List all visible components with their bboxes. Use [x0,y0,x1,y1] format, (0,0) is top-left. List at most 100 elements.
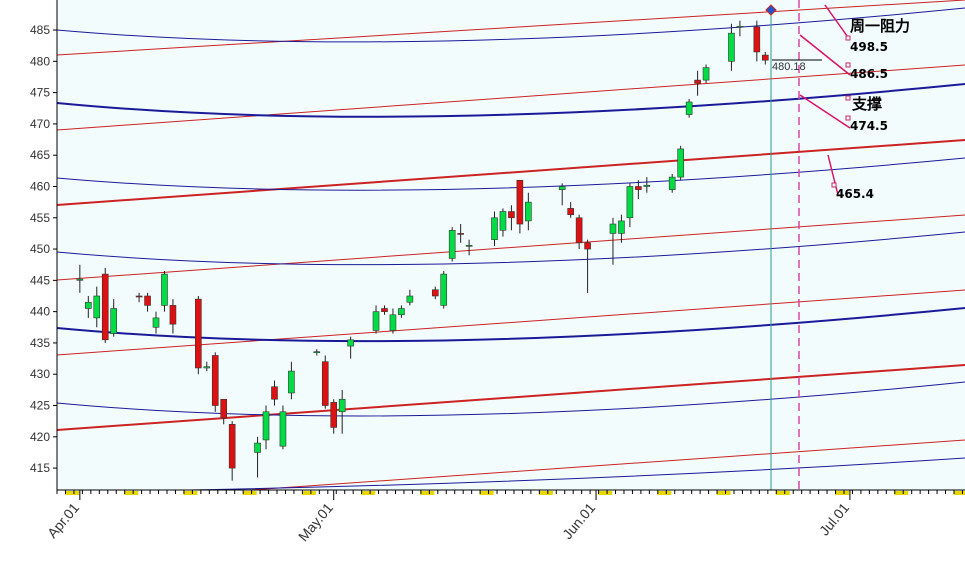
candle-body [431,289,439,297]
candle-body [465,245,473,247]
y-tick-label: 430 [30,367,50,381]
candle-body [677,148,684,178]
candle-body [211,355,219,406]
candle-body [135,295,143,298]
annotation: 498.5 [850,40,888,54]
candle-body [736,25,744,28]
axis-strip-mark [716,491,731,495]
y-tick-label: 480 [30,54,50,68]
candle-body [389,314,397,331]
annotation-line [799,34,851,76]
axis-strip-mark [361,491,376,495]
band-line [56,231,965,266]
x-axis-strip [56,490,965,495]
axis-strip-mark [301,491,316,495]
candle-body [516,179,524,225]
annotation: 周一阻力 [850,17,910,35]
y-tick-label: 485 [30,23,50,37]
candle-body [558,186,566,190]
candle-body [372,311,380,331]
y-tick-label: 440 [30,305,50,319]
axis-strip-mark [65,491,79,495]
candle-body [753,26,761,53]
axis-strip-mark [894,491,909,495]
band-line [189,457,965,491]
candle-body [567,208,574,215]
plot-background [57,0,965,490]
candle-body [203,366,211,369]
channel-line [56,64,965,131]
candle-body [93,295,101,319]
axis-strip-mark [538,491,553,495]
band-line [56,83,965,118]
candle-body [220,398,228,419]
candle-body [76,278,84,281]
axis-strip-mark [183,491,198,495]
annotation-marker [845,62,851,68]
y-tick-label: 425 [30,399,50,413]
y-tick-label: 460 [30,179,50,193]
candle-body [254,442,261,453]
band-line [56,157,965,191]
candle-body [584,242,591,250]
candle-body [195,298,202,369]
x-tick-label: Apr.01 [44,499,82,540]
y-tick-label: 470 [30,117,50,131]
annotation-line [799,94,851,129]
y-tick-label: 475 [30,86,50,100]
y-tick-label: 415 [30,461,50,475]
axis-strip-mark [420,491,435,495]
annotation: 支撑 [851,95,882,113]
candle-body [101,273,109,341]
candle-body [525,201,532,222]
band-line [56,7,965,43]
x-tick-label: Jun.01 [559,499,598,542]
candle-body [262,411,270,441]
axis-strip-mark [124,491,139,495]
candle-body [618,220,625,234]
candle-body [161,273,168,306]
x-tick-label: Jul.01 [816,499,852,538]
channel-line [249,439,965,491]
candle-body [347,339,354,347]
candle-body [499,211,507,231]
candle-body [448,229,456,259]
candle-body [321,361,329,406]
candle-body [144,295,151,306]
channel-line [56,214,965,281]
candle-body [491,217,498,240]
channel-line [56,364,965,431]
annotation-line [824,4,851,41]
candle-body [381,308,388,312]
marker-diamond [765,4,777,16]
annotation-line [827,154,839,196]
candle-body [288,370,295,394]
channel-line [56,139,965,206]
x-tick-label: May.01 [295,499,336,544]
candle-body [609,223,617,234]
candle-body [169,305,177,325]
y-tick-label: 420 [30,430,50,444]
candle-body [406,295,414,303]
annotation: 486.5 [850,67,888,81]
y-tick-label: 465 [30,148,50,162]
candle-body [271,386,278,400]
axis-strip-mark [775,491,790,495]
annotation-marker [845,35,851,41]
candle-body [508,211,515,219]
candle-body [575,217,583,244]
candle-body [313,351,321,353]
axis-strip-mark [657,491,672,495]
candle-body [398,308,405,316]
candle-body [635,186,642,190]
axis-strip-mark [835,491,850,495]
candle-body [626,186,634,219]
candle-body [643,184,651,187]
candle-body [330,402,338,428]
channel-line [56,289,965,356]
candle-body [761,54,769,61]
annotation-marker [845,95,851,101]
candle-body [694,79,701,84]
candle-body [668,176,676,190]
